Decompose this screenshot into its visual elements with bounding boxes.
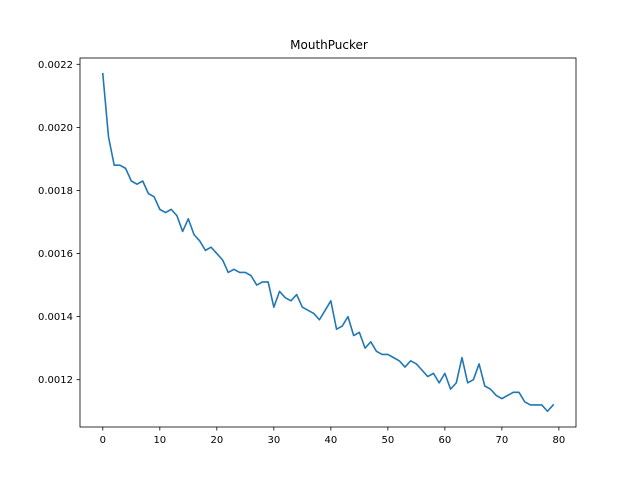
x-tick-label: 50 xyxy=(381,435,394,446)
series-line xyxy=(101,72,555,413)
x-tick-label: 60 xyxy=(439,435,452,446)
x-tick-label: 30 xyxy=(267,435,280,446)
chart-title: MouthPucker xyxy=(290,38,368,52)
x-tick-label: 0 xyxy=(100,435,106,446)
x-tick-label: 10 xyxy=(153,435,166,446)
x-tick-label: 40 xyxy=(324,435,337,446)
y-tick-label: 0.0016 xyxy=(38,249,73,260)
axis-ticks: 0 10 20 30 40 50 60 70 80 0.0012 0.0014 0.0016 0.001… xyxy=(38,60,565,446)
y-tick-label: 0.0022 xyxy=(38,60,73,71)
y-tick-label: 0.0020 xyxy=(38,123,73,134)
y-tick-label: 0.0012 xyxy=(38,375,73,386)
y-tick-label: 0.0014 xyxy=(38,312,73,323)
x-tick-label: 70 xyxy=(496,435,509,446)
x-tick-label: 20 xyxy=(210,435,223,446)
plot-area-frame xyxy=(79,57,577,428)
x-tick-label: 80 xyxy=(553,435,566,446)
y-tick-label: 0.0018 xyxy=(38,186,73,197)
